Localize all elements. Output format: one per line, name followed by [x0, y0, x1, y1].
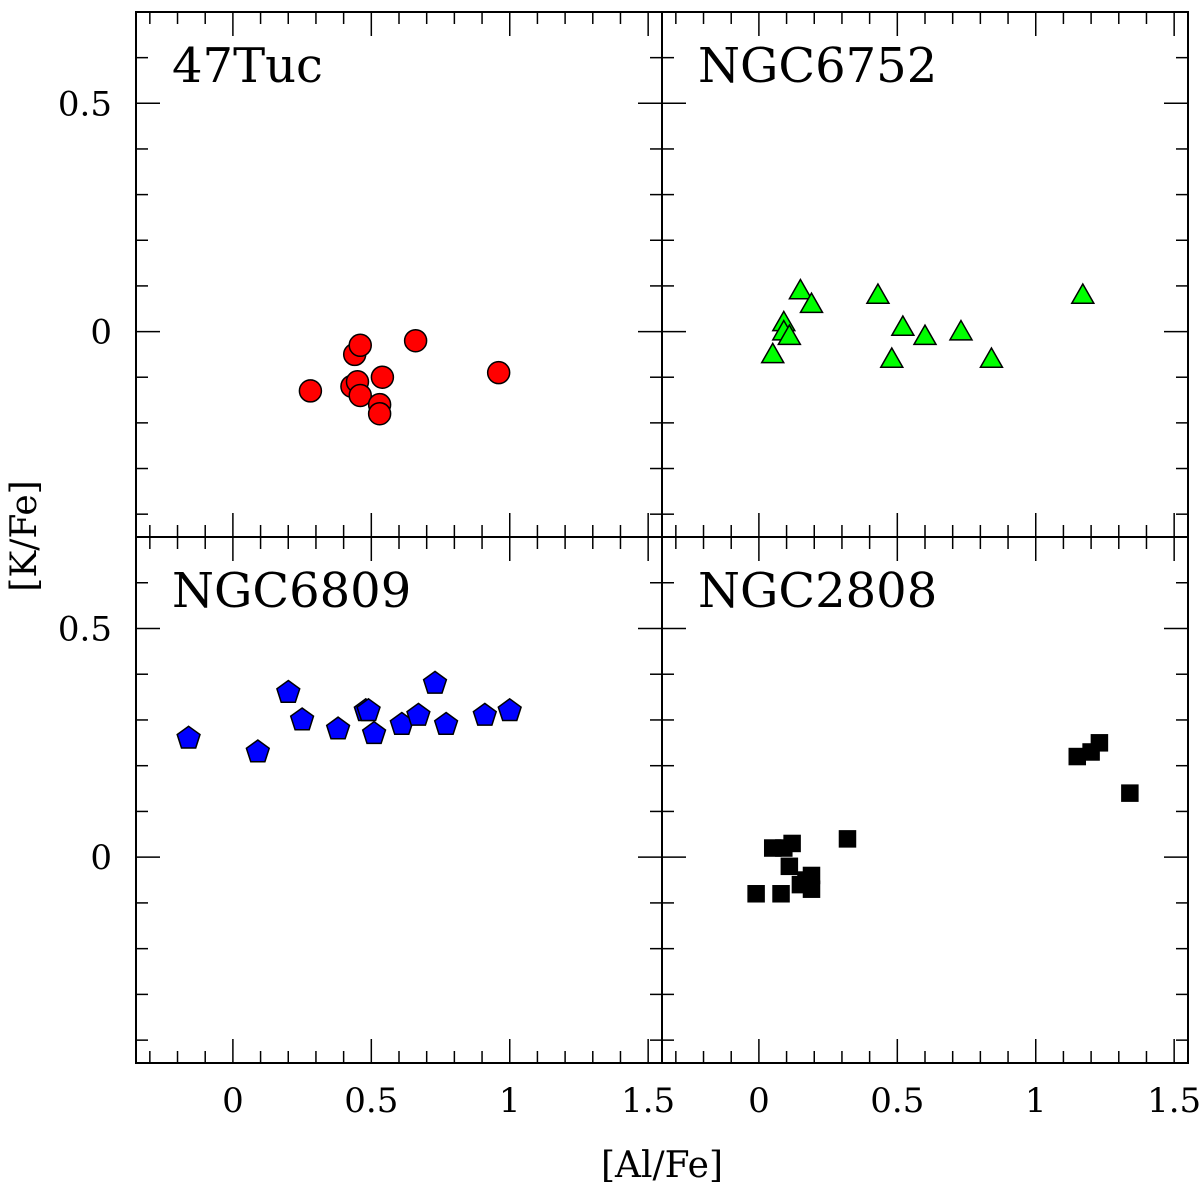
- panel-title-ngc2808: NGC2808: [698, 563, 937, 619]
- data-point-ngc6809: [276, 679, 301, 703]
- data-point-47tuc: [403, 328, 428, 353]
- data-point-ngc6752: [865, 282, 891, 305]
- x-tick-label: 1.5: [621, 1081, 675, 1121]
- data-point-ngc6752: [890, 314, 916, 336]
- data-point-ngc2808: [772, 885, 790, 903]
- data-point-ngc6752: [760, 341, 786, 364]
- y-tick-label: 0.5: [58, 609, 112, 649]
- data-point-ngc2808: [802, 880, 821, 898]
- x-tick-label: 1: [499, 1081, 521, 1121]
- data-point-ngc6809: [356, 697, 381, 722]
- y-axis-title: [K/Fe]: [4, 480, 45, 591]
- data-point-47tuc: [370, 365, 395, 389]
- data-point-ngc2808: [780, 857, 799, 876]
- data-points: [176, 277, 1139, 903]
- y-tick-label: 0: [90, 313, 112, 353]
- y-tick-label: 0.5: [58, 84, 112, 124]
- data-point-ngc2808: [783, 834, 801, 853]
- data-point-ngc6752: [777, 323, 802, 346]
- data-point-ngc6809: [497, 697, 522, 722]
- data-point-ngc6752: [948, 319, 974, 341]
- data-point-ngc6809: [422, 670, 448, 694]
- x-tick-label: 0.5: [344, 1081, 398, 1121]
- x-tick-label: 1.5: [1147, 1081, 1200, 1121]
- panel-title-ngc6809: NGC6809: [172, 563, 411, 619]
- data-point-ngc6809: [361, 720, 387, 745]
- axis-ticks: [136, 11, 1188, 1063]
- data-point-47tuc: [367, 401, 392, 426]
- data-point-47tuc: [348, 333, 372, 358]
- data-point-ngc6809: [472, 702, 498, 726]
- data-point-ngc6752: [912, 323, 938, 346]
- data-point-ngc6809: [406, 702, 431, 726]
- data-point-ngc2808: [1121, 784, 1139, 802]
- data-point-ngc6809: [176, 725, 201, 749]
- data-point-ngc6752: [788, 277, 813, 300]
- data-point-ngc6752: [799, 291, 824, 314]
- tick-labels: 47Tuc NGC6752 NGC6809 NGC2808 0 0.5 1 1.5 0 0.5 1 1…: [58, 38, 1200, 1121]
- data-point-47tuc: [486, 360, 511, 385]
- data-point-ngc6809: [245, 739, 271, 763]
- data-point-47tuc: [348, 383, 372, 408]
- x-axis-title: [Al/Fe]: [601, 1145, 723, 1186]
- data-point-ngc2808: [747, 885, 765, 903]
- data-point-ngc2808: [838, 830, 857, 848]
- data-point-ngc6809: [289, 707, 315, 731]
- panel-title-47tuc: 47Tuc: [172, 38, 323, 94]
- data-point-ngc6809: [325, 716, 351, 740]
- y-tick-label: 0: [90, 838, 112, 878]
- data-point-ngc2808: [1090, 734, 1109, 752]
- data-point-ngc6752: [1070, 282, 1096, 305]
- data-point-ngc6752: [979, 346, 1004, 368]
- x-tick-label: 1: [1025, 1081, 1047, 1121]
- x-tick-label: 0.5: [870, 1081, 924, 1121]
- data-point-ngc6809: [433, 711, 459, 735]
- data-point-47tuc: [298, 379, 323, 403]
- panel-title-ngc6752: NGC6752: [698, 38, 937, 94]
- x-tick-label: 0: [222, 1081, 244, 1121]
- x-tick-label: 0: [748, 1081, 770, 1121]
- data-point-ngc6752: [879, 346, 905, 368]
